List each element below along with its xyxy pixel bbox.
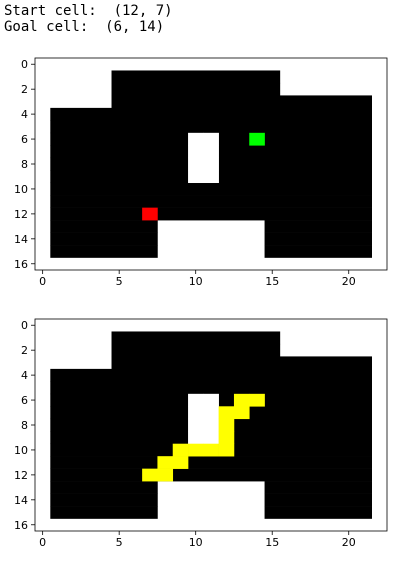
- grid-plot-start-goal: 0 5 10 15 20 0 2 4 6 8 10 12 14 16: [14, 57, 388, 285]
- x-tick-label: 10: [189, 536, 203, 549]
- free-cell-span: [111, 70, 281, 84]
- y-tick-label: 14: [14, 494, 28, 507]
- path-cell: [218, 443, 235, 457]
- path-cell: [157, 456, 174, 469]
- wall-cell: [188, 406, 204, 420]
- free-cell-span: [50, 245, 158, 258]
- free-cell-span: [264, 493, 372, 507]
- wall-cell: [203, 393, 219, 407]
- wall-cell: [188, 418, 204, 432]
- y-tick-label: 4: [21, 369, 28, 382]
- free-cell-span: [264, 245, 372, 258]
- wall-cell: [203, 132, 219, 146]
- path-cell: [172, 456, 189, 469]
- y-tick-label: 8: [21, 158, 28, 171]
- free-cell-span: [50, 232, 158, 246]
- wall-cell: [203, 157, 219, 171]
- y-tick-label: 8: [21, 419, 28, 432]
- free-cell-span: [111, 82, 281, 96]
- free-cell-span: [111, 356, 372, 370]
- path-cell: [157, 468, 174, 482]
- wall-cell: [203, 145, 219, 159]
- path-cell: [218, 431, 235, 445]
- path-cell: [203, 443, 219, 457]
- free-cell-span: [50, 195, 372, 208]
- free-cell-span: [50, 120, 372, 134]
- free-cell-span: [264, 220, 372, 233]
- start-cell-line: Start cell: (12, 7): [4, 3, 173, 19]
- free-cell-span: [50, 481, 158, 494]
- plot-area: [34, 318, 388, 532]
- free-cell-span: [264, 481, 372, 494]
- x-tick-label: 5: [116, 275, 123, 285]
- x-tick-label: 0: [39, 536, 46, 549]
- wall-cell: [203, 431, 219, 445]
- path-cell: [249, 393, 265, 407]
- free-cell-span: [50, 368, 372, 382]
- wall-cell: [188, 431, 204, 445]
- y-tick-label: 10: [14, 183, 28, 196]
- x-tick-label: 15: [265, 536, 279, 549]
- free-cell-span: [111, 331, 281, 345]
- y-tick-label: 6: [21, 133, 28, 146]
- free-cell-span: [111, 343, 281, 357]
- y-tick-label: 14: [14, 233, 28, 246]
- y-tick-label: 2: [21, 344, 28, 357]
- y-tick-label: 12: [14, 469, 28, 482]
- goal-cell-line: Goal cell: (6, 14): [4, 19, 164, 35]
- wall-cell: [203, 406, 219, 420]
- wall-cell: [203, 170, 219, 184]
- free-cell-span: [50, 506, 158, 519]
- free-cell-span: [50, 493, 158, 507]
- goal-cell-value: (6, 14): [105, 19, 165, 35]
- x-tick-label: 10: [189, 275, 203, 285]
- start-cell-label: Start cell:: [4, 3, 97, 19]
- y-tick-label: 12: [14, 208, 28, 221]
- start-cell-value: (12, 7): [113, 3, 173, 19]
- path-cell: [142, 468, 158, 482]
- free-cell-span: [50, 207, 372, 221]
- path-cell: [188, 443, 204, 457]
- goal-cell-marker: [249, 132, 265, 146]
- wall-cell: [188, 393, 204, 407]
- wall-cell: [188, 132, 204, 146]
- wall-cell: [203, 418, 219, 432]
- y-tick-label: 0: [21, 58, 28, 71]
- y-tick-label: 16: [14, 258, 28, 271]
- x-tick-label: 0: [39, 275, 46, 285]
- y-tick-label: 16: [14, 519, 28, 532]
- free-cell-span: [50, 182, 372, 196]
- wall-cell: [188, 170, 204, 184]
- path-cell: [233, 393, 250, 407]
- free-cell-span: [264, 506, 372, 519]
- x-tick-label: 15: [265, 275, 279, 285]
- plot-area: [34, 57, 388, 271]
- goal-cell-label: Goal cell:: [4, 19, 89, 35]
- path-cell: [218, 406, 235, 420]
- free-cell-span: [50, 456, 372, 469]
- path-cell: [233, 406, 250, 420]
- free-cell-span: [50, 468, 372, 482]
- free-cell-span: [50, 381, 372, 395]
- y-tick-label: 0: [21, 319, 28, 332]
- wall-cell: [188, 157, 204, 171]
- y-tick-label: 2: [21, 83, 28, 96]
- y-tick-label: 10: [14, 444, 28, 457]
- free-cell-span: [50, 107, 372, 121]
- wall-cell: [188, 145, 204, 159]
- x-tick-label: 20: [342, 536, 356, 549]
- x-tick-label: 20: [342, 275, 356, 285]
- y-tick-label: 4: [21, 108, 28, 121]
- free-cell-span: [111, 95, 372, 109]
- path-cell: [172, 443, 189, 457]
- free-cell-span: [50, 220, 158, 233]
- path-cell: [218, 418, 235, 432]
- x-tick-label: 5: [116, 536, 123, 549]
- start-cell-marker: [142, 207, 158, 221]
- y-tick-label: 6: [21, 394, 28, 407]
- free-cell-span: [264, 232, 372, 246]
